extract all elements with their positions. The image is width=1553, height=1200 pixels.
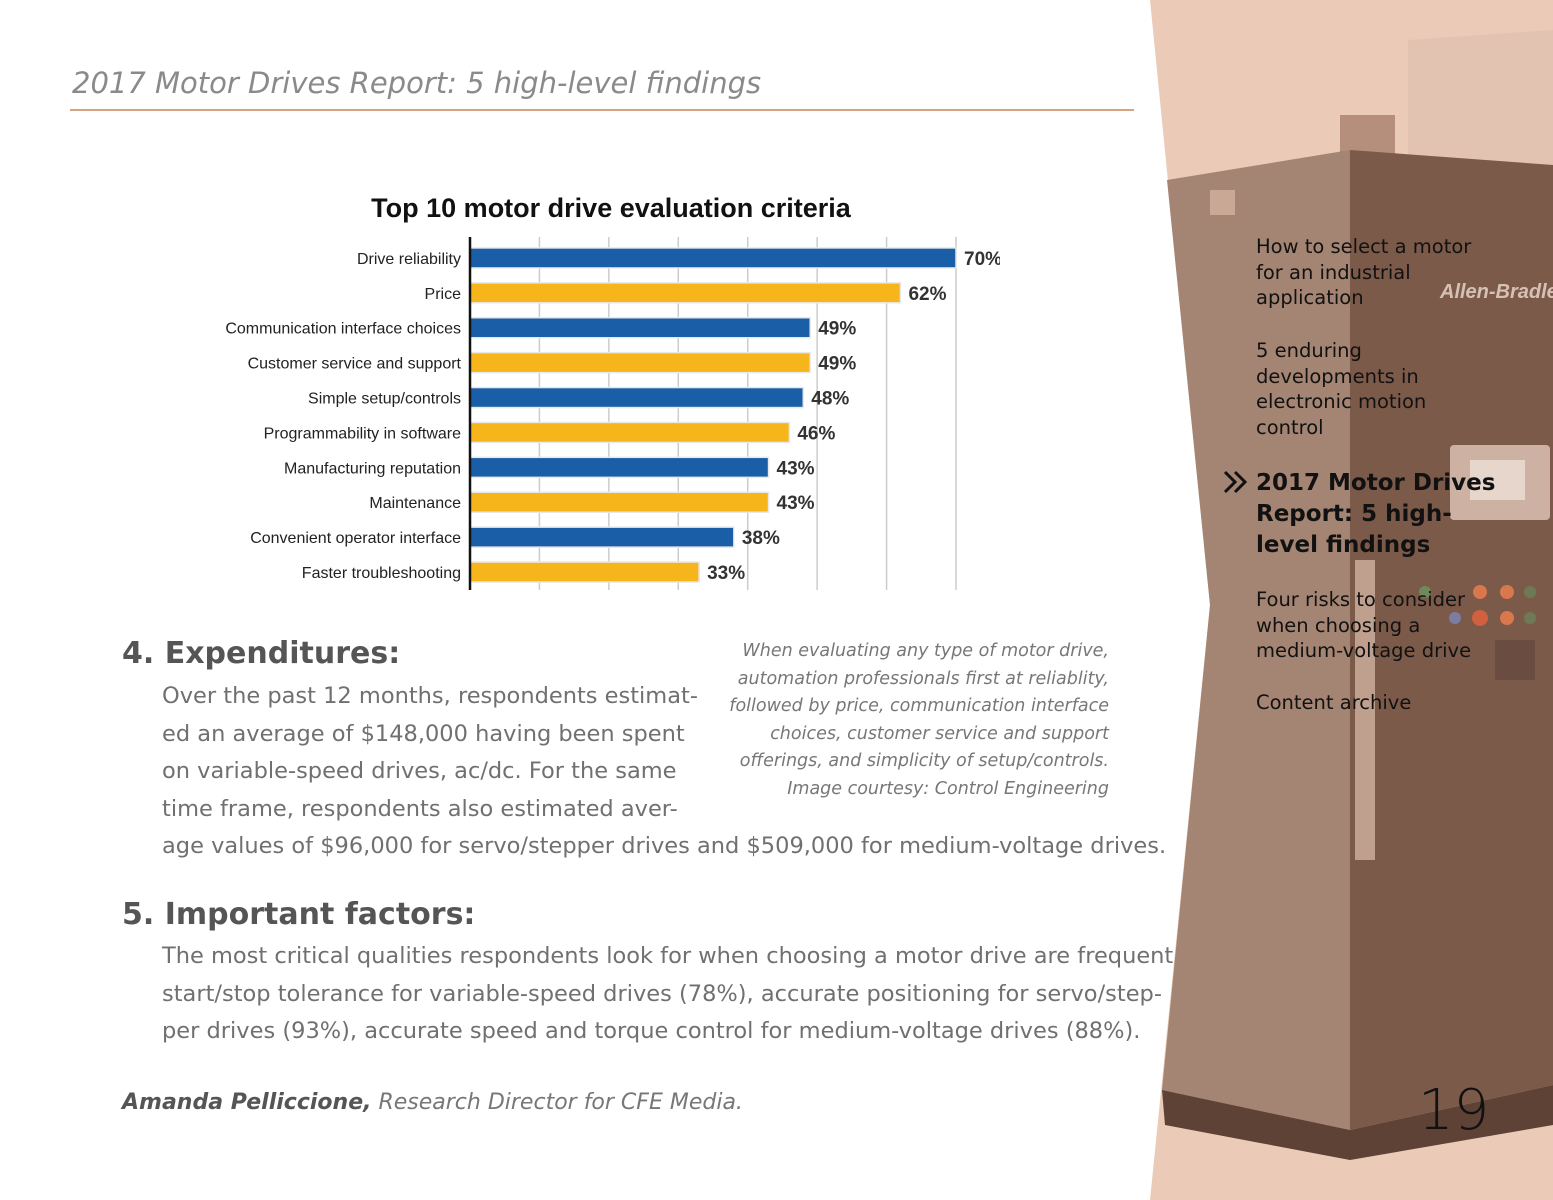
page-title: 2017 Motor Drives Report: 5 high-level f…: [72, 66, 762, 100]
photo-brand-text: Allen-Bradley: [1439, 281, 1553, 303]
double-chevron-right-icon: [1223, 470, 1248, 494]
sidebar-item-motor-drives-report[interactable]: 2017 Motor Drives Report: 5 high-level f…: [1256, 470, 1496, 558]
sidebar-item-four-risks[interactable]: Four risks to consider when choosing a m…: [1256, 588, 1472, 662]
category-label: Price: [425, 286, 462, 303]
value-label: 70%: [964, 249, 1000, 270]
sidebar-item-motor-selection[interactable]: How to select a motor for an industrial …: [1256, 235, 1472, 309]
value-label: 49%: [818, 319, 856, 340]
category-label: Manufacturing reputation: [284, 460, 461, 477]
section-body-important-factors: The most critical qualities respondents …: [162, 938, 1173, 1051]
caption-line: automation professionals first at reliab…: [737, 668, 1109, 689]
text-line: start/stop tolerance for variable-speed …: [162, 980, 1162, 1007]
bar-4: [469, 386, 805, 409]
value-label: 49%: [818, 354, 856, 375]
section-heading-important-factors: 5. Important factors:: [122, 897, 476, 932]
value-label: 43%: [777, 493, 815, 514]
page-number: 19: [1418, 1078, 1490, 1143]
title-divider: [70, 109, 1134, 111]
bar-3: [469, 351, 811, 374]
author-name: Amanda Pelliccione,: [122, 1090, 372, 1115]
chart-caption: When evaluating any type of motor drive,…: [700, 638, 1109, 803]
author-role: Research Director for CFE Media.: [371, 1090, 743, 1115]
caption-line: choices, customer service and support: [770, 723, 1109, 744]
chart-title: Top 10 motor drive evaluation criteria: [371, 193, 852, 223]
category-label: Maintenance: [369, 495, 461, 512]
value-label: 43%: [777, 458, 815, 479]
section-body-expenditures: Over the past 12 months, respondents est…: [162, 678, 1166, 866]
category-label: Faster troubleshooting: [302, 565, 461, 582]
section-heading-expenditures: 4. Expenditures:: [122, 636, 401, 671]
sidebar-item-motion-control[interactable]: 5 enduring developments in electronic mo…: [1256, 339, 1427, 439]
category-label: Programmability in software: [264, 425, 462, 442]
bar-2: [469, 316, 811, 339]
text-line: on variable-speed drives, ac/dc. For the…: [162, 758, 677, 784]
value-label: 33%: [707, 563, 745, 584]
caption-line: offerings, and simplicity of setup/contr…: [739, 751, 1109, 771]
author-credit: Amanda Pelliccione, Research Director fo…: [122, 1090, 743, 1115]
text-line: age values of $96,000 for servo/stepper …: [162, 833, 1167, 859]
category-label: Communication interface choices: [225, 321, 461, 338]
category-label: Drive reliability: [357, 251, 461, 268]
sidebar-photo-background: Allen-Bradley: [1150, 0, 1553, 1200]
bar-5: [469, 421, 791, 444]
bar-0: [469, 247, 957, 269]
bar-8: [469, 526, 735, 548]
value-label: 38%: [742, 528, 780, 549]
bar-chart: Top 10 motor drive evaluation criteria Dr…: [225, 193, 1000, 590]
value-label: 48%: [811, 389, 849, 410]
text-line: Over the past 12 months, respondents est…: [162, 683, 698, 709]
text-line: per drives (93%), accurate speed and tor…: [162, 1018, 1141, 1044]
category-label: Convenient operator interface: [250, 530, 461, 547]
bar-1: [469, 282, 902, 304]
value-label: 46%: [797, 423, 835, 444]
value-label: 62%: [908, 284, 946, 305]
caption-line: Image courtesy: Control Engineering: [787, 778, 1109, 799]
text-line: The most critical qualities respondents …: [162, 943, 1174, 969]
sidebar-item-content-archive[interactable]: Content archive: [1256, 691, 1412, 714]
category-label: Simple setup/controls: [308, 391, 461, 408]
bar-9: [469, 561, 700, 583]
bar-7: [469, 491, 770, 513]
caption-line: When evaluating any type of motor drive,: [742, 641, 1109, 661]
caption-line: followed by price, communication interfa…: [729, 696, 1109, 716]
category-label: Customer service and support: [248, 356, 462, 373]
text-line: ed an average of $148,000 having been sp…: [162, 720, 685, 747]
text-line: time frame, respondents also estimated a…: [162, 795, 678, 822]
bar-6: [469, 456, 770, 479]
